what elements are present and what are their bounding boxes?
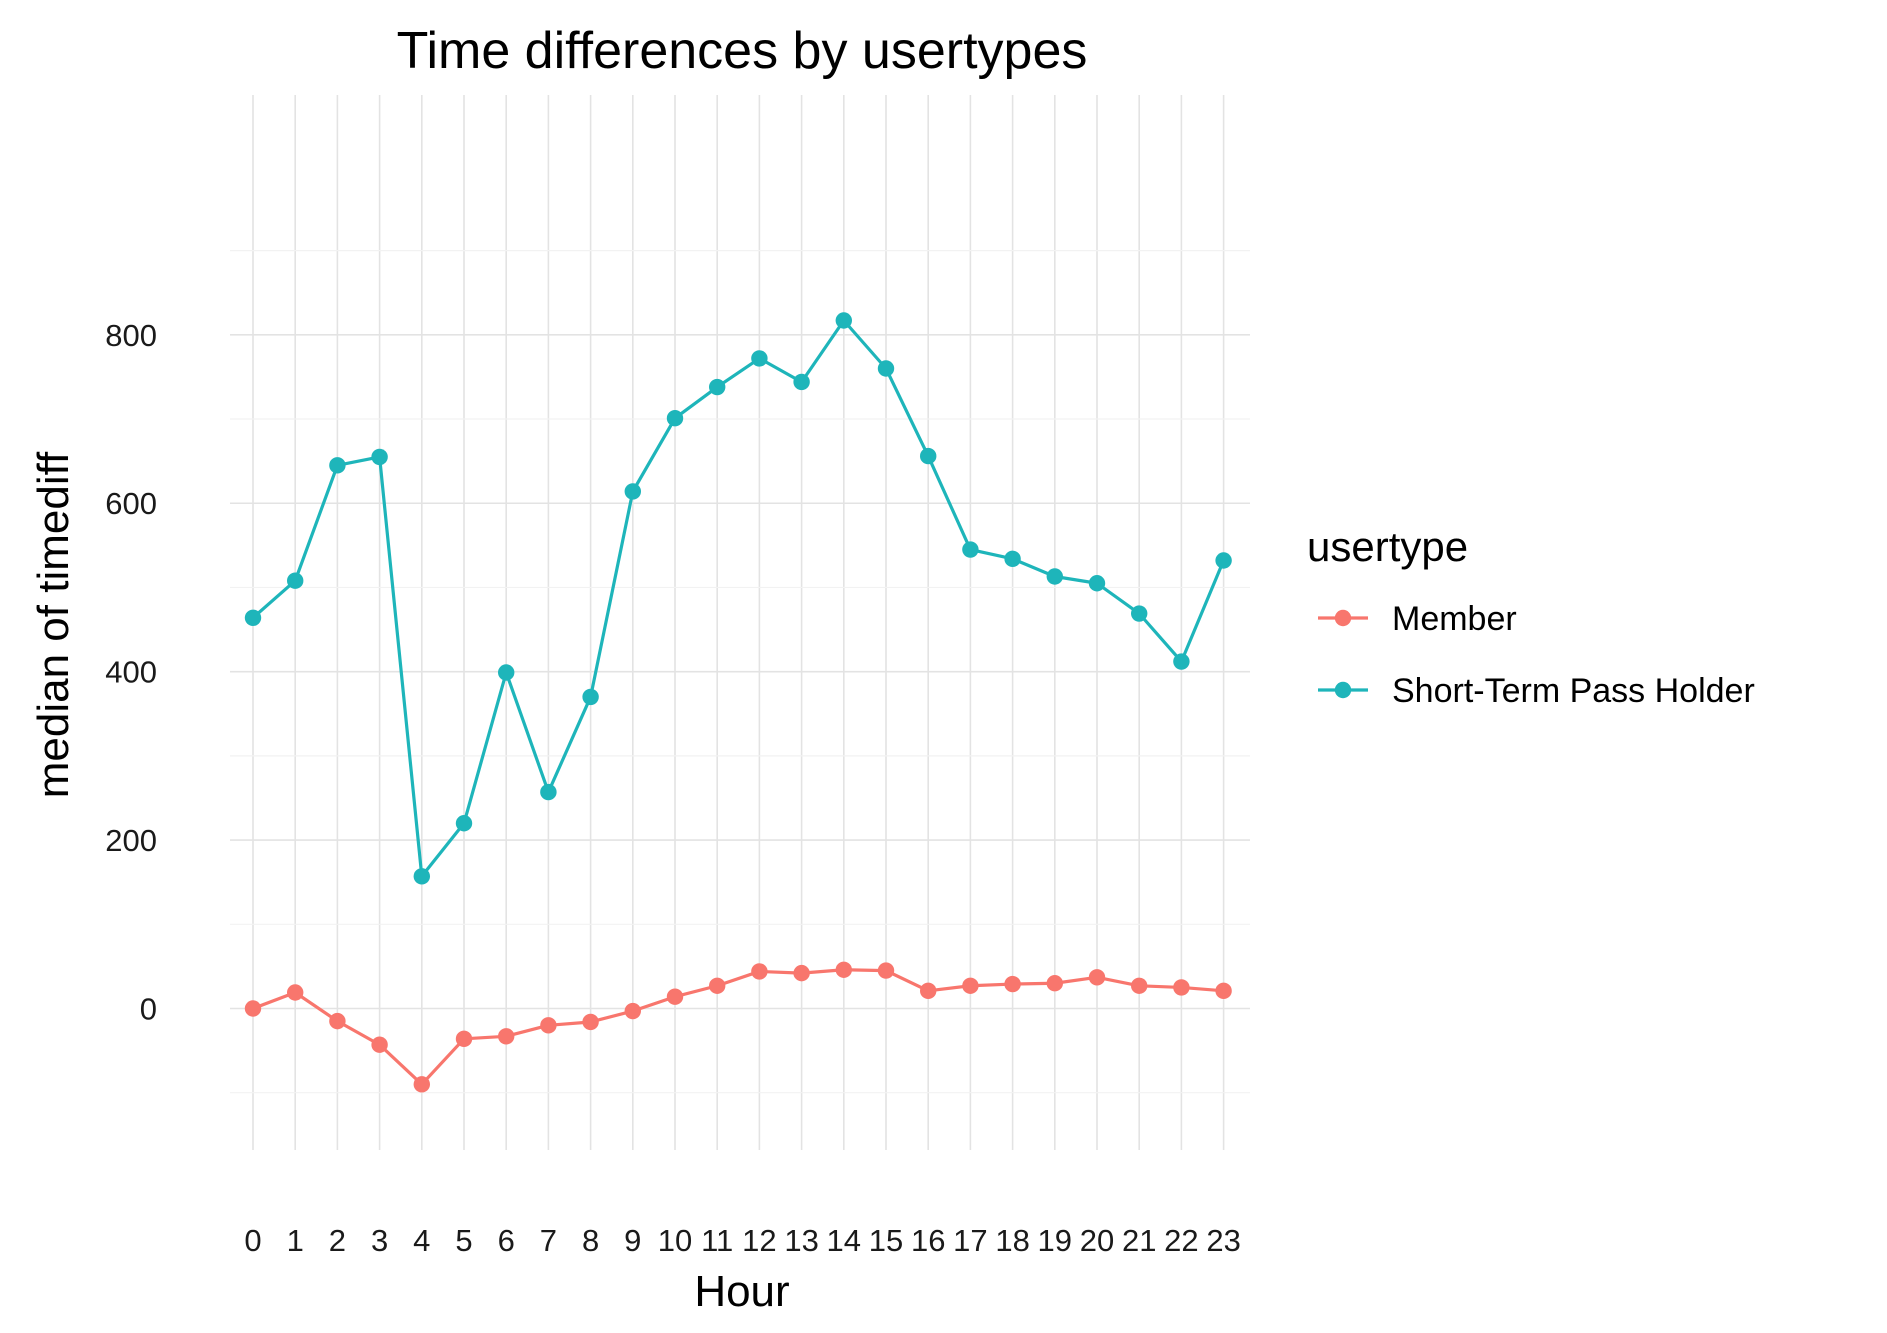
- data-point: [540, 783, 557, 801]
- x-axis-title: Hour: [694, 1267, 789, 1316]
- data-point: [582, 1013, 599, 1031]
- series-0: [244, 961, 1232, 1093]
- data-point: [835, 312, 852, 329]
- x-tick-label: 16: [911, 1223, 945, 1258]
- data-point: [287, 984, 304, 1001]
- legend-label: Member: [1392, 600, 1517, 638]
- data-point: [1046, 568, 1064, 585]
- data-point: [793, 373, 810, 391]
- data-point: [666, 988, 684, 1005]
- x-tick-label: 12: [742, 1223, 776, 1258]
- y-tick-label: 0: [140, 992, 157, 1027]
- series-1: [244, 312, 1232, 885]
- y-axis-title: median of timediff: [29, 451, 78, 798]
- data-point: [920, 982, 937, 1000]
- data-point: [751, 350, 768, 367]
- data-point: [329, 1012, 346, 1030]
- x-tick-label: 7: [540, 1223, 557, 1258]
- x-tick-label: 15: [869, 1223, 903, 1258]
- y-tick-label: 200: [105, 823, 157, 858]
- data-point: [624, 1002, 641, 1020]
- data-point: [455, 815, 473, 832]
- legend-label: Short-Term Pass Holder: [1392, 672, 1755, 710]
- legend-key-point: [1334, 609, 1352, 627]
- y-tick-label: 800: [105, 318, 157, 353]
- grid: [230, 95, 1250, 1150]
- x-tick-label: 19: [1038, 1223, 1072, 1258]
- legend-key-point: [1334, 681, 1352, 699]
- x-tick-label: 20: [1080, 1223, 1114, 1258]
- data-point: [751, 963, 768, 980]
- data-point: [371, 448, 388, 466]
- legend-item: Short-Term Pass Holder: [1318, 672, 1755, 710]
- data-point: [498, 664, 515, 681]
- x-tick-label: 6: [498, 1223, 515, 1258]
- x-tick-label: 9: [624, 1223, 641, 1258]
- x-tick-label: 18: [995, 1223, 1029, 1258]
- data-point: [1215, 552, 1232, 569]
- data-point: [329, 457, 346, 474]
- data-point: [1046, 975, 1064, 992]
- x-tick-label: 10: [658, 1223, 692, 1258]
- series-layer: [244, 312, 1232, 1093]
- x-tick-label: 1: [287, 1223, 304, 1258]
- x-axis-ticks: 0 1 2 3 4 5 6 7 8 9 10 11 12 13 14 15 16 17 18 19 20 21 22 23: [244, 1223, 1240, 1258]
- x-tick-label: 3: [371, 1223, 388, 1258]
- legend-title: usertype: [1307, 523, 1468, 570]
- data-point: [455, 1030, 473, 1048]
- data-point: [1131, 977, 1148, 994]
- data-point: [835, 961, 852, 978]
- data-point: [1004, 550, 1021, 568]
- data-point: [1088, 969, 1106, 986]
- data-point: [244, 1000, 262, 1017]
- data-point: [1088, 575, 1106, 592]
- x-tick-label: 17: [953, 1223, 987, 1258]
- x-tick-label: 11: [701, 1223, 733, 1258]
- data-point: [709, 977, 726, 994]
- x-tick-label: 13: [784, 1223, 818, 1258]
- chart-title: Time differences by usertypes: [397, 22, 1088, 80]
- x-tick-label: 5: [455, 1223, 472, 1258]
- data-point: [287, 572, 304, 589]
- data-point: [793, 964, 810, 982]
- data-point: [877, 962, 895, 979]
- data-point: [1173, 653, 1190, 670]
- data-point: [371, 1036, 388, 1053]
- series-line: [252, 968, 1224, 1086]
- x-tick-label: 21: [1122, 1223, 1156, 1258]
- data-point: [920, 447, 937, 465]
- y-tick-label: 400: [105, 655, 157, 690]
- x-tick-label: 0: [244, 1223, 261, 1258]
- x-tick-label: 14: [827, 1223, 861, 1258]
- y-tick-label: 600: [105, 486, 157, 521]
- data-point: [413, 1076, 430, 1093]
- data-point: [1004, 975, 1021, 993]
- data-point: [1173, 979, 1190, 996]
- data-point: [1215, 982, 1232, 1000]
- data-point: [624, 483, 641, 500]
- data-point: [666, 409, 684, 427]
- data-point: [582, 688, 599, 706]
- data-point: [1131, 605, 1148, 622]
- series-line: [251, 318, 1226, 878]
- x-tick-label: 2: [329, 1223, 346, 1258]
- data-point: [413, 868, 430, 885]
- data-point: [962, 977, 979, 994]
- data-point: [709, 378, 726, 396]
- x-tick-label: 8: [582, 1223, 599, 1258]
- data-point: [498, 1028, 515, 1045]
- data-point: [962, 541, 979, 558]
- legend-items: Member Short-Term Pass Holder: [1318, 600, 1755, 710]
- x-tick-label: 23: [1206, 1223, 1240, 1258]
- x-tick-label: 4: [413, 1223, 430, 1258]
- legend: usertype Member Short-Term Pass Holder: [1307, 523, 1755, 710]
- x-tick-label: 22: [1164, 1223, 1198, 1258]
- legend-item: Member: [1318, 600, 1517, 638]
- data-point: [244, 609, 262, 626]
- y-axis-ticks: 0 200 400 600 800: [105, 318, 157, 1027]
- data-point: [540, 1017, 557, 1034]
- data-point: [877, 360, 895, 377]
